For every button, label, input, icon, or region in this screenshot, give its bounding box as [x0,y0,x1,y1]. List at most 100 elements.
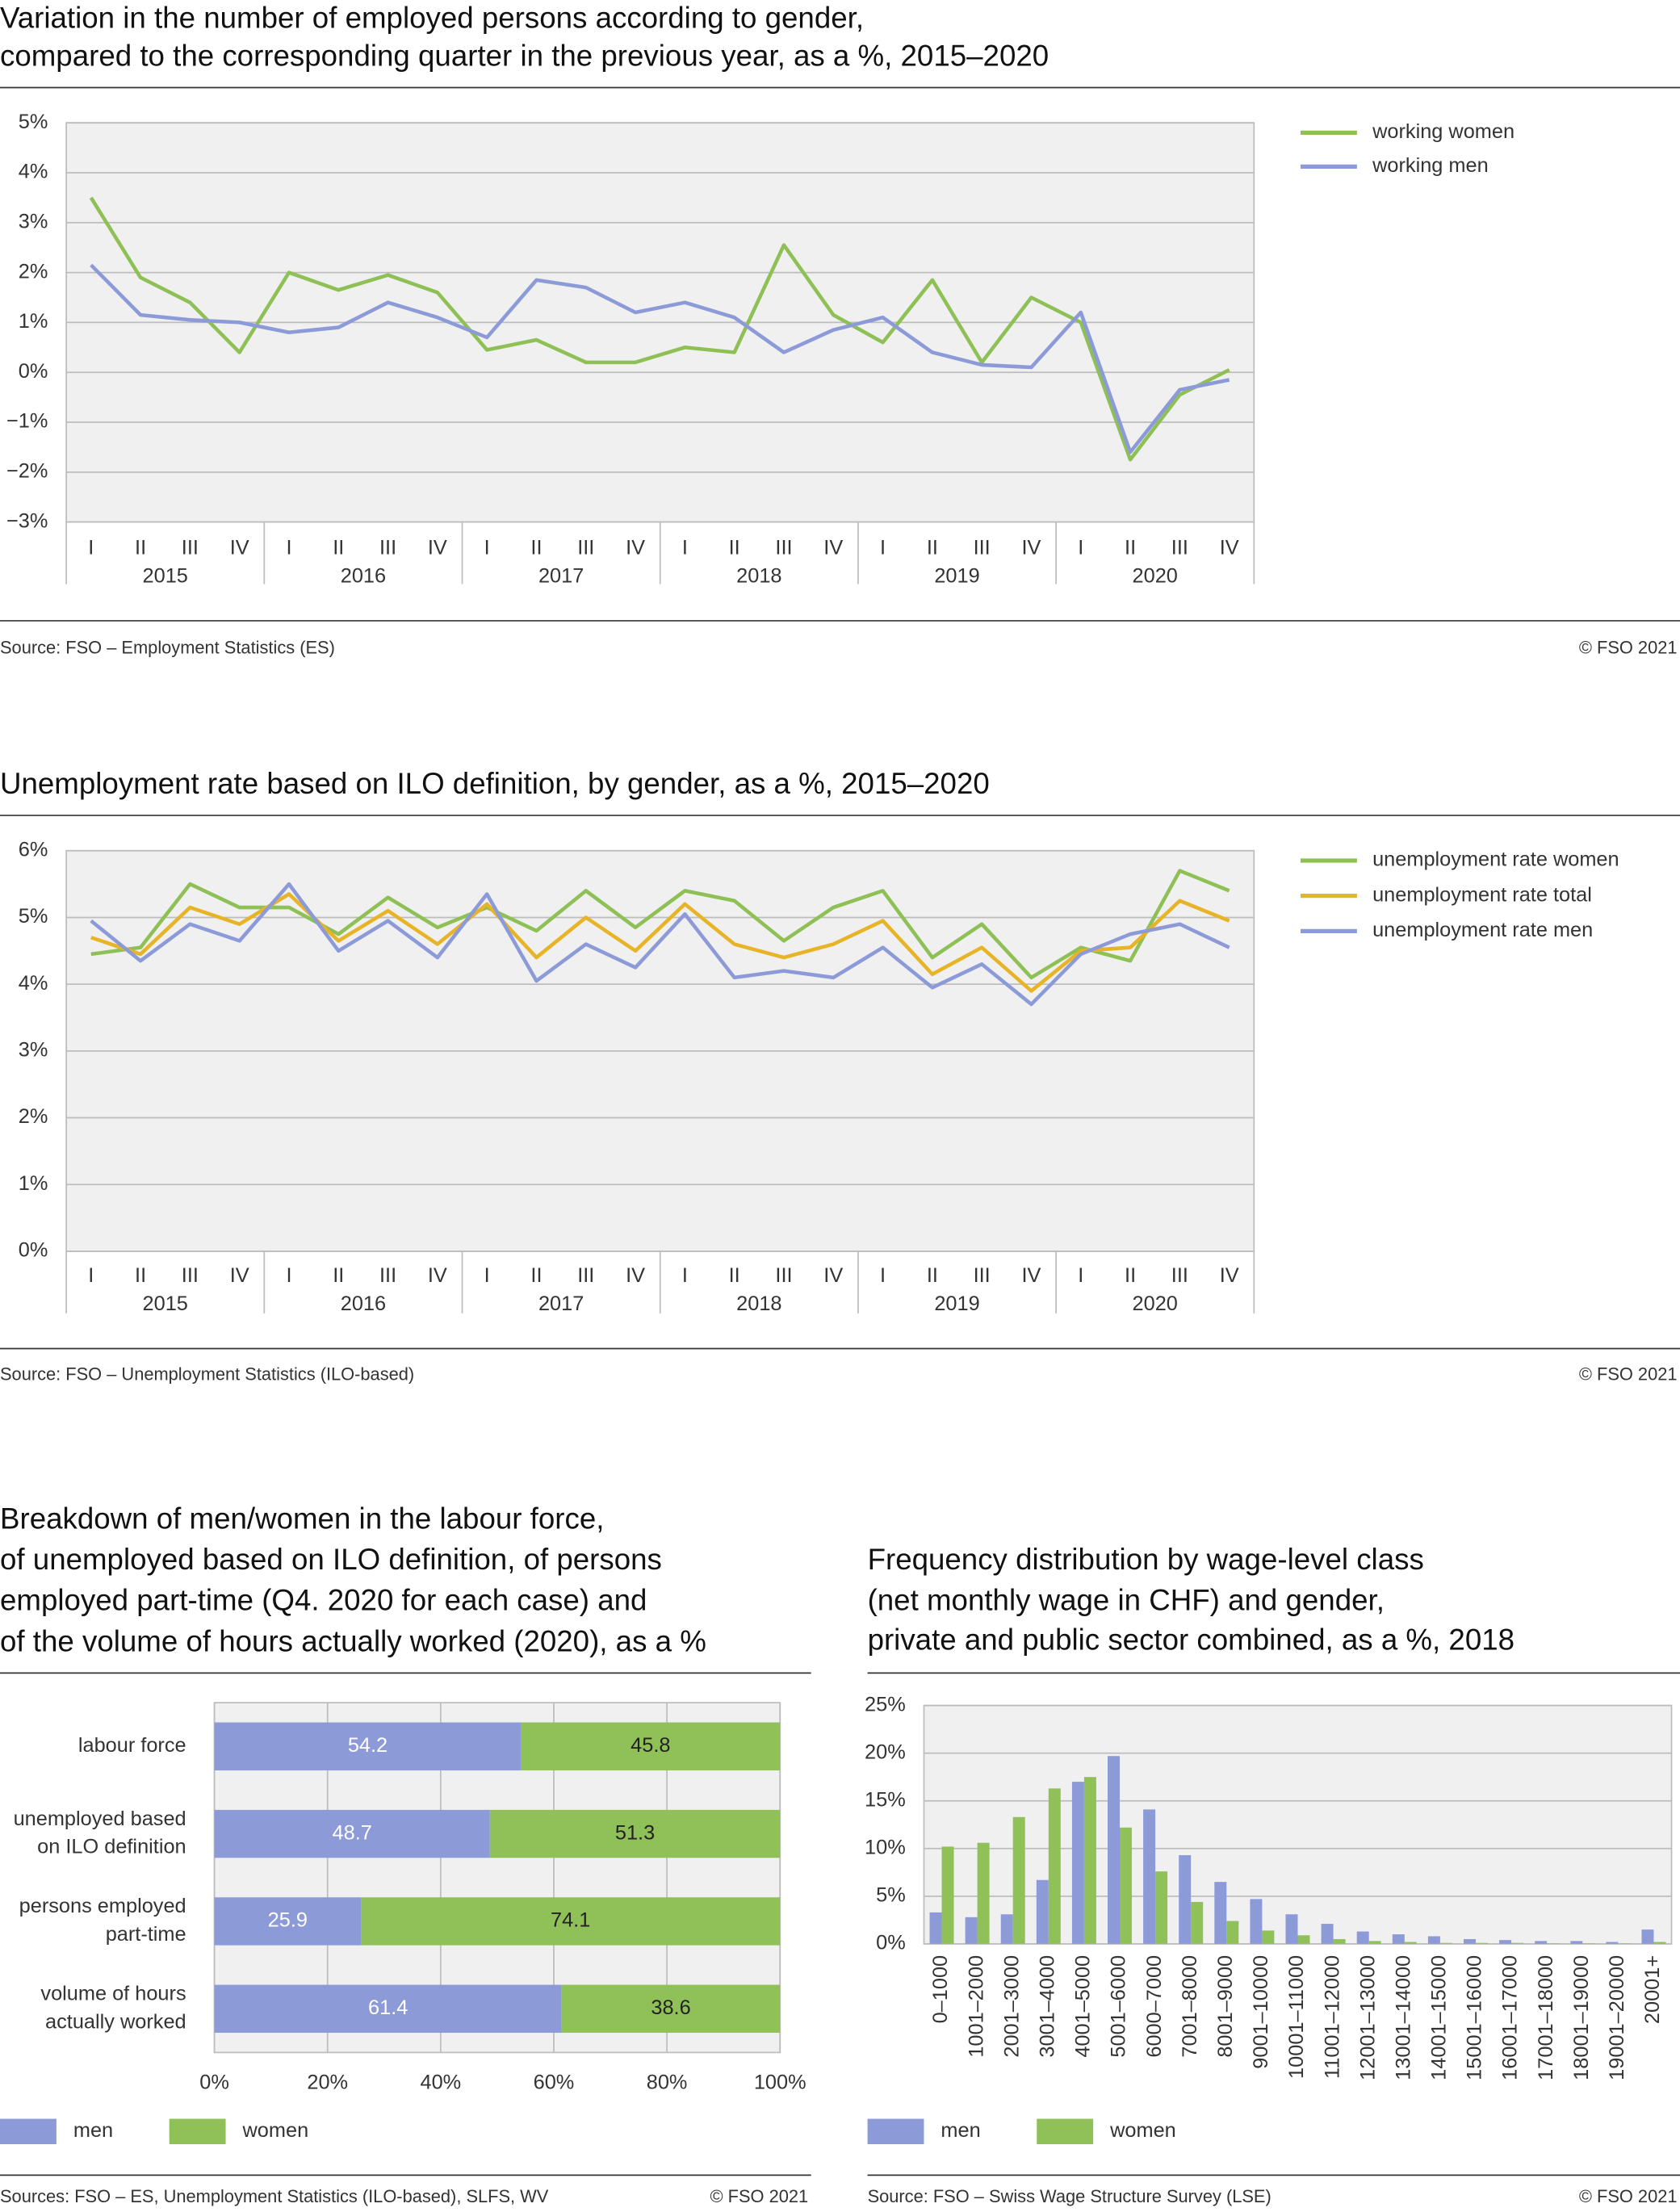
bar [1321,1924,1334,1944]
x-tick-label: I [88,537,94,559]
x-tick-label: III [182,537,199,559]
bar [1570,1941,1583,1944]
chart-title: Variation in the number of employed pers… [0,1,864,34]
y-tick-label: 4% [19,161,48,183]
bar [1108,1756,1121,1944]
x-tick-label: I [88,1264,94,1287]
x-tick-label: III [1171,537,1188,559]
legend-label: unemployment rate women [1372,848,1619,871]
bar [1499,1940,1512,1944]
data-label: 48.7 [333,1821,372,1844]
chart-title: employed part-time (Q4. 2020 for each ca… [0,1584,647,1617]
copyright: © FSO 2021 [1579,2186,1678,2206]
x-tick-label: 60% [534,2072,575,2094]
x-tick-label: II [1125,537,1136,559]
series-line [90,882,1230,1007]
copyright: © FSO 2021 [710,2186,809,2206]
bar [1606,1942,1619,1944]
y-tick-label: 3% [19,1039,48,1062]
x-tick-label: 19001–20000 [1606,1955,1628,2080]
x-tick-label: III [775,537,792,559]
bar [1297,1935,1310,1944]
chart-title: of the volume of hours actually worked (… [0,1624,706,1657]
x-tick-label: 0% [199,2072,229,2094]
bar [929,1912,942,1944]
bar [1120,1827,1132,1944]
data-label: 51.3 [615,1821,655,1844]
bar [1427,1936,1440,1944]
chart-title: private and public sector combined, as a… [868,1623,1515,1657]
bar [1036,1879,1049,1944]
bar [1535,1941,1548,1944]
bar [1143,1809,1156,1944]
x-tick-label: 1001–2000 [965,1955,987,2058]
x-tick-label: III [379,1264,396,1287]
x-group-label: 2015 [143,564,188,587]
x-tick-label: II [530,1264,542,1287]
x-tick-label: 20% [307,2072,348,2094]
x-tick-label: IV [1220,537,1239,559]
legend-label: working women [1372,120,1515,143]
legend-label: women [242,2119,309,2142]
x-tick-label: III [974,537,991,559]
chart-title: Unemployment rate based on ILO definitio… [0,767,990,800]
x-tick-label: 9001–10000 [1250,1955,1272,2069]
x-tick-label: II [927,1264,938,1287]
bar [1048,1788,1061,1944]
bar [1547,1943,1560,1944]
x-tick-label: 11001–12000 [1321,1955,1343,2079]
y-tick-label: labour force [78,1734,186,1757]
x-tick-label: IV [626,537,645,559]
x-group-label: 2017 [538,564,584,587]
x-tick-label: III [775,1264,792,1287]
x-tick-label: 40% [420,2072,461,2094]
x-tick-label: IV [1220,1264,1239,1287]
source: Source: FSO – Employment Statistics (ES) [0,638,335,658]
x-tick-label: 6000–7000 [1143,1955,1166,2058]
x-tick-label: III [182,1264,199,1287]
data-label: 54.2 [348,1734,388,1757]
x-tick-label: 20001+ [1641,1955,1664,2024]
x-tick-label: 17001–18000 [1535,1955,1557,2080]
x-tick-label: I [880,1264,886,1287]
x-tick-label: IV [428,1264,447,1287]
x-tick-label: I [682,1264,688,1287]
bar [1155,1871,1168,1944]
x-tick-label: II [135,537,146,559]
x-group-label: 2016 [341,564,386,587]
x-tick-label: 14001–15000 [1428,1955,1451,2080]
y-tick-label: persons employed [19,1895,186,1917]
x-tick-label: 5001–6000 [1108,1955,1130,2058]
bar-segment [561,1984,781,2033]
bar [1000,1914,1013,1944]
x-tick-label: 80% [647,2072,688,2094]
y-tick-label: 1% [19,1172,48,1195]
y-tick-label: 1% [19,310,48,333]
y-tick-label: 2% [19,1105,48,1128]
x-group-label: 2017 [538,1292,584,1315]
x-tick-label: II [1125,1264,1136,1287]
bar [1083,1777,1096,1944]
x-tick-label: II [927,537,938,559]
series-line [90,263,1230,455]
x-tick-label: I [286,537,291,559]
x-group-label: 2018 [736,564,781,587]
x-tick-label: II [729,1264,740,1287]
chart-title: compared to the corresponding quarter in… [0,39,1049,72]
bar [1653,1942,1666,1944]
x-tick-label: 3001–4000 [1036,1955,1058,2058]
data-label: 38.6 [651,1996,690,2019]
x-tick-label: IV [230,1264,249,1287]
y-tick-label: −2% [6,460,48,483]
x-group-label: 2019 [934,1292,979,1315]
x-tick-label: 4001–5000 [1072,1955,1095,2058]
bar [1262,1930,1275,1944]
y-tick-label: 0% [876,1932,906,1954]
legend-swatch [0,2118,57,2144]
x-tick-label: II [333,537,344,559]
y-tick-label: 2% [19,260,48,283]
data-label: 25.9 [268,1909,308,1932]
x-tick-label: III [577,1264,594,1287]
bar [1333,1938,1346,1944]
legend-label: working men [1372,154,1489,177]
